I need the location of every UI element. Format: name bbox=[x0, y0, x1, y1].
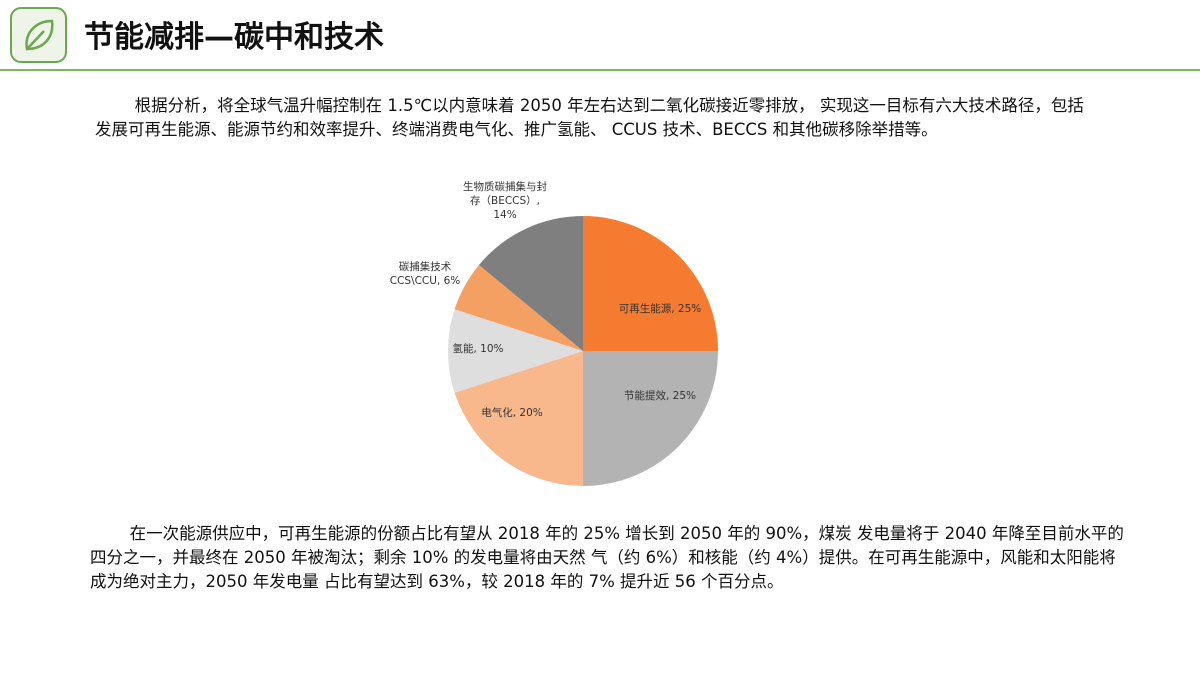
slice-label: 碳捕集技术 CCS\CCU, 6% bbox=[390, 260, 461, 287]
slide-title: 节能减排—碳中和技术 bbox=[84, 20, 384, 55]
paragraph: 根据分析，将全球气温升幅控制在 1.5℃以内意味着 2050 年左右达到二氧化碳… bbox=[95, 96, 1084, 139]
pie-slice bbox=[454, 264, 583, 351]
slice-label: 氢能, 10% bbox=[452, 342, 503, 355]
paragraph: 在一次能源供应中，可再生能源的份额占比有望从 2018 年的 25% 增长到 2… bbox=[90, 524, 1124, 591]
pie-slice bbox=[454, 351, 583, 486]
slice-label: 可再生能源, 25% bbox=[619, 302, 702, 315]
leaf-icon bbox=[10, 7, 67, 63]
slice-label: 节能提效, 25% bbox=[624, 389, 696, 402]
slice-label: 生物质碳捕集与封存（BECCS）, 14% bbox=[463, 180, 547, 221]
pie-slice bbox=[583, 216, 718, 351]
slice-label: 电气化, 20% bbox=[481, 406, 543, 419]
divider bbox=[0, 69, 1200, 71]
pie-slice bbox=[583, 351, 718, 486]
pie-slice bbox=[478, 216, 583, 351]
pie-slice bbox=[448, 309, 583, 393]
